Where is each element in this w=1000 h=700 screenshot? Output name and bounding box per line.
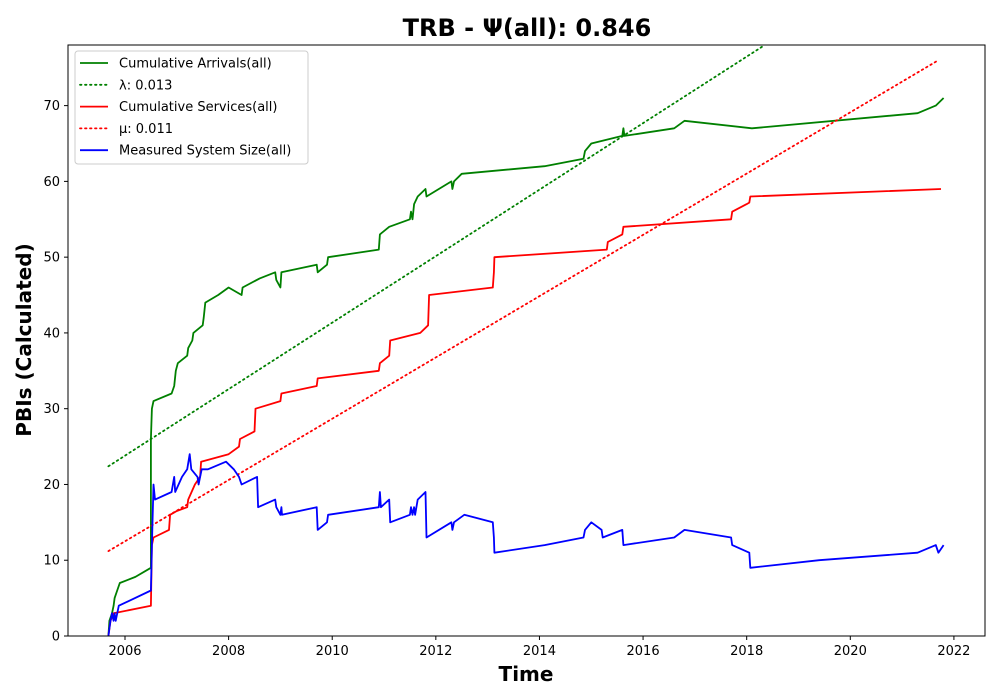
legend-label-0: Cumulative Arrivals(all) [119,57,272,72]
series-line-0 [107,97,945,637]
y-tick-label: 30 [43,402,60,417]
y-axis-label: PBIs (Calculated) [12,243,36,436]
y-tick-label: 20 [43,478,60,493]
x-tick-label: 2012 [419,644,452,659]
y-tick-label: 50 [43,251,60,266]
legend-label-3: μ: 0.011 [119,122,173,137]
series-line-1 [107,44,766,468]
y-tick-label: 0 [52,630,60,645]
x-tick-label: 2020 [834,644,867,659]
y-axis-ticks: 0 10 20 30 40 50 60 70 [43,99,68,645]
chart-title: TRB - Ψ(all): 0.846 [403,14,652,42]
series-line-3 [107,59,940,552]
x-tick-label: 2006 [108,644,141,659]
legend: Cumulative Arrivals(all) λ: 0.013 Cumulati… [74,50,309,165]
x-axis-ticks: 2006 2008 2010 2012 2014 2016 2018 2020 2022 [108,636,970,659]
x-tick-label: 2022 [937,644,970,659]
plot-frame [67,44,986,637]
series-line-4 [107,453,945,637]
x-tick-label: 2014 [523,644,556,659]
x-tick-label: 2016 [627,644,660,659]
y-tick-label: 40 [43,326,60,341]
y-tick-label: 10 [43,554,60,569]
legend-label-4: Measured System Size(all) [119,144,291,159]
x-axis-label: Time [499,662,554,686]
series-layer [107,44,945,637]
legend-box [74,50,309,165]
legend-label-1: λ: 0.013 [119,78,172,93]
y-tick-label: 70 [43,99,60,114]
x-tick-label: 2010 [316,644,349,659]
x-tick-label: 2008 [212,644,245,659]
y-tick-label: 60 [43,175,60,190]
x-tick-label: 2018 [730,644,763,659]
legend-label-2: Cumulative Services(all) [119,100,277,115]
